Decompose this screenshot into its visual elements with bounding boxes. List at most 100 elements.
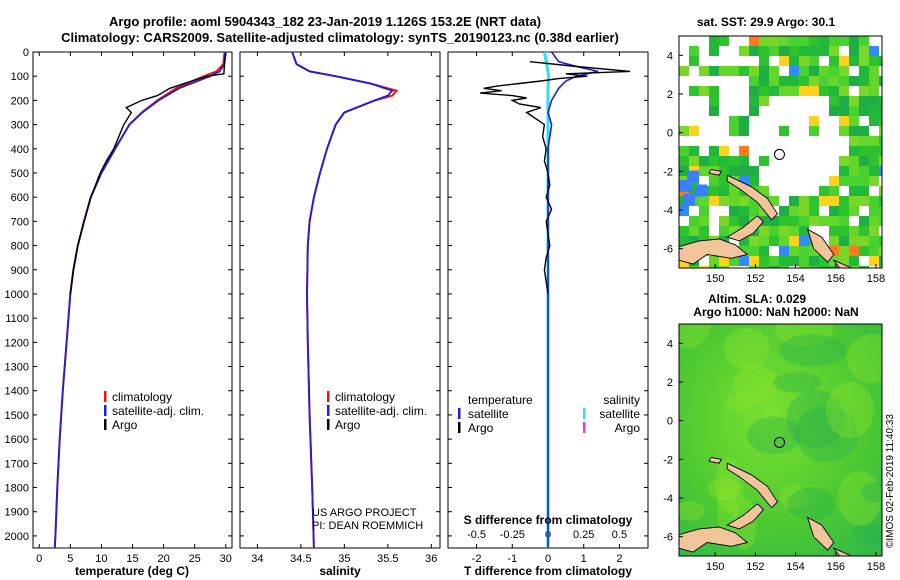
y-tick-label: 1000 (5, 289, 29, 301)
legend-swatch (327, 391, 330, 402)
sst-cell (759, 56, 769, 66)
legend-swatch (458, 422, 461, 433)
legend-swatch (104, 419, 107, 430)
sst-cell (749, 86, 759, 96)
sst-cell (789, 226, 799, 236)
land-polygon (726, 174, 779, 221)
credit-project: US ARGO PROJECT (312, 507, 417, 519)
sst-cell (699, 166, 709, 176)
y-tick-label: 300 (11, 120, 29, 132)
sst-cell (769, 256, 779, 266)
sst-cell (779, 46, 789, 56)
sst-cell (689, 156, 699, 166)
sst-cell (799, 56, 809, 66)
sst-cell (739, 196, 749, 206)
sst-cell (839, 256, 849, 266)
sst-cell (849, 106, 859, 116)
x-tick-label: 0 (36, 553, 42, 565)
sla-blob (860, 481, 882, 503)
sst-cell (829, 106, 839, 116)
sst-cell (799, 86, 809, 96)
sst-cell (779, 206, 789, 216)
sla-blob (774, 324, 834, 347)
lat-tick-label: 4 (667, 50, 673, 62)
climatology-line (53, 51, 226, 549)
sst-cell (869, 136, 879, 146)
sst-cell (839, 216, 849, 226)
sst-cell (879, 186, 882, 196)
sst-cell (839, 246, 849, 256)
sst-cell (879, 106, 882, 116)
sst-cell (789, 206, 799, 216)
sst-cell (849, 256, 859, 266)
sst-cell (859, 166, 869, 176)
sst-cell (859, 216, 869, 226)
sst-cell (849, 36, 859, 46)
sst-cell (679, 236, 689, 246)
sst-cell (799, 226, 809, 236)
sst-cell (879, 246, 882, 256)
sst-cell (709, 46, 719, 56)
sst-cell (849, 46, 859, 56)
sst-cell (759, 226, 769, 236)
sst-cell (829, 96, 839, 106)
sst-cell (689, 216, 699, 226)
sst-cell (849, 146, 859, 156)
sst-cell (789, 36, 799, 46)
sst-cell (749, 46, 759, 56)
sst-cell (759, 186, 769, 196)
sla-blob (679, 324, 711, 349)
sst-cell (699, 216, 709, 226)
sst-cell (859, 156, 869, 166)
sst-cell (729, 126, 739, 136)
y-tick-label: 1600 (5, 434, 29, 446)
sst-cell (689, 226, 699, 236)
sst-cell (869, 86, 879, 96)
sst-cell (769, 196, 779, 206)
sst-cell (839, 116, 849, 126)
sst-cell (859, 86, 869, 96)
sst-cell (719, 266, 729, 268)
map-bg (679, 324, 882, 556)
sst-cell (699, 266, 709, 268)
argo-line (69, 53, 227, 295)
x-tick-label: 20 (157, 553, 169, 565)
sst-cell (859, 236, 869, 246)
y-tick-label: 1100 (5, 313, 29, 325)
sst-cell (699, 206, 709, 216)
sst-cell (689, 186, 699, 196)
sst-cell (739, 246, 749, 256)
sst-cell (809, 46, 819, 56)
sst-cell (819, 216, 829, 226)
legend-t-label: satellite (468, 407, 509, 421)
sst-cell (739, 116, 749, 126)
lat-tick-label: -4 (663, 493, 673, 505)
salinity-frame (239, 51, 441, 549)
sst-cell (759, 256, 769, 266)
map-frame (678, 35, 883, 269)
y-tick-label: 1300 (5, 362, 29, 374)
legend-label: Argo (335, 418, 361, 432)
sst-cell (789, 236, 799, 246)
sst-cell (869, 236, 879, 246)
sst-cell (879, 166, 882, 176)
sst-cell (879, 136, 882, 146)
x-tick-label: 34 (251, 553, 263, 565)
sst-cell (849, 176, 859, 186)
legend-swatch (104, 391, 107, 402)
sst-cell (779, 86, 789, 96)
sst-cell (879, 116, 882, 126)
sst-cell (759, 46, 769, 56)
sla-blob (846, 334, 882, 384)
difference-xlabel2: S difference from climatology (464, 513, 633, 527)
sst-cell (809, 86, 819, 96)
sst-cell (749, 266, 759, 268)
sst-cell (689, 56, 699, 66)
sst-cell (709, 106, 719, 116)
land-polygon (708, 168, 722, 176)
sst-cell (749, 176, 759, 186)
sst-cell (759, 86, 769, 96)
map-content (679, 36, 882, 268)
